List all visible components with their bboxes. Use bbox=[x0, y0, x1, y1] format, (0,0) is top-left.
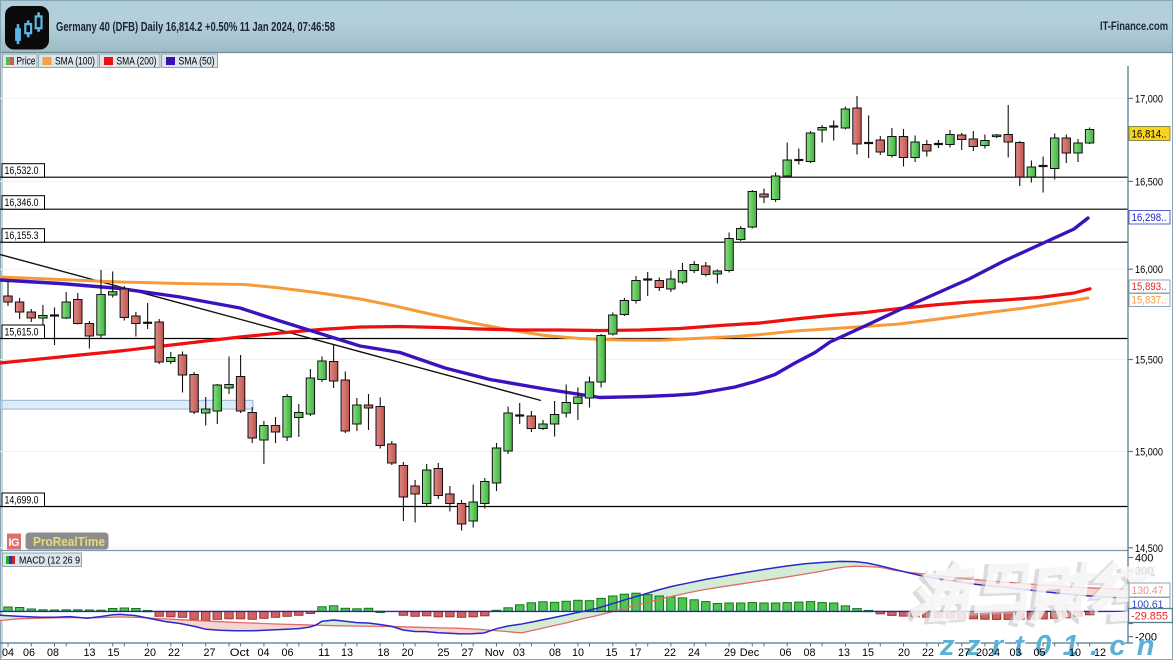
svg-text:20: 20 bbox=[402, 647, 414, 659]
svg-text:12: 12 bbox=[1094, 647, 1106, 659]
svg-text:16,155.3: 16,155.3 bbox=[5, 230, 39, 242]
svg-text:15,615.0: 15,615.0 bbox=[5, 327, 39, 339]
svg-text:-200: -200 bbox=[1135, 632, 1157, 644]
svg-text:08: 08 bbox=[804, 647, 816, 659]
svg-text:20: 20 bbox=[144, 647, 156, 659]
svg-text:16,346.0: 16,346.0 bbox=[5, 197, 39, 209]
svg-text:Price: Price bbox=[17, 56, 36, 68]
svg-text:2024: 2024 bbox=[976, 647, 1000, 659]
svg-text:100.61: 100.61 bbox=[1132, 599, 1164, 611]
svg-text:27: 27 bbox=[958, 647, 970, 659]
svg-text:18: 18 bbox=[378, 647, 390, 659]
svg-text:zzrt01.cn: zzrt01.cn bbox=[940, 631, 1167, 660]
svg-text:04: 04 bbox=[2, 647, 14, 659]
svg-text:06: 06 bbox=[282, 647, 294, 659]
svg-text:22: 22 bbox=[922, 647, 934, 659]
svg-text:14,699.0: 14,699.0 bbox=[5, 495, 39, 507]
svg-text:-29.855: -29.855 bbox=[1131, 611, 1168, 623]
svg-text:16,298..: 16,298.. bbox=[1132, 212, 1167, 224]
svg-text:15: 15 bbox=[606, 647, 618, 659]
svg-text:14,500: 14,500 bbox=[1135, 543, 1163, 555]
svg-text:16,532.0: 16,532.0 bbox=[5, 165, 39, 177]
svg-text:22: 22 bbox=[168, 647, 180, 659]
svg-text:Nov: Nov bbox=[485, 647, 505, 659]
svg-text:400: 400 bbox=[1135, 553, 1153, 565]
svg-text:15,000: 15,000 bbox=[1135, 447, 1163, 459]
svg-text:13: 13 bbox=[838, 647, 850, 659]
svg-text:29: 29 bbox=[724, 647, 736, 659]
svg-text:15,837..: 15,837.. bbox=[1132, 294, 1167, 306]
svg-text:15,500: 15,500 bbox=[1135, 355, 1163, 367]
svg-text:15,893..: 15,893.. bbox=[1132, 281, 1167, 293]
svg-text:Oct: Oct bbox=[230, 647, 250, 659]
svg-text:SMA (50): SMA (50) bbox=[179, 56, 215, 68]
svg-text:17: 17 bbox=[630, 647, 642, 659]
svg-text:130.47: 130.47 bbox=[1132, 585, 1164, 597]
svg-text:16,814..: 16,814.. bbox=[1132, 128, 1167, 140]
svg-text:03: 03 bbox=[513, 647, 525, 659]
svg-text:ProRealTime: ProRealTime bbox=[33, 534, 105, 549]
svg-text:20: 20 bbox=[898, 647, 910, 659]
svg-text:27: 27 bbox=[204, 647, 216, 659]
svg-text:10: 10 bbox=[1069, 647, 1081, 659]
svg-text:27: 27 bbox=[462, 647, 474, 659]
svg-text:16,500: 16,500 bbox=[1135, 176, 1163, 188]
svg-text:08: 08 bbox=[549, 647, 561, 659]
svg-text:10: 10 bbox=[572, 647, 584, 659]
svg-text:15: 15 bbox=[862, 647, 874, 659]
svg-text:Germany 40 (DFB) Daily 16,814.: Germany 40 (DFB) Daily 16,814.2 +0.50% 1… bbox=[56, 19, 335, 34]
svg-text:SMA (100): SMA (100) bbox=[55, 56, 95, 68]
svg-text:SMA (200): SMA (200) bbox=[117, 56, 157, 68]
svg-text:MACD (12 26 9: MACD (12 26 9 bbox=[19, 555, 80, 567]
svg-text:25: 25 bbox=[438, 647, 450, 659]
svg-text:24: 24 bbox=[688, 647, 700, 659]
svg-text:11: 11 bbox=[318, 647, 330, 659]
svg-text:IG: IG bbox=[9, 537, 20, 549]
svg-text:IT-Finance.com: IT-Finance.com bbox=[1100, 19, 1168, 33]
svg-text:16,000: 16,000 bbox=[1135, 264, 1163, 276]
svg-text:08: 08 bbox=[47, 647, 59, 659]
svg-text:zzrt01.cn: zzrt01.cn bbox=[939, 630, 1166, 660]
svg-text:04: 04 bbox=[258, 647, 270, 659]
svg-text:05: 05 bbox=[1034, 647, 1046, 659]
svg-text:15: 15 bbox=[108, 647, 120, 659]
svg-text:06: 06 bbox=[23, 647, 35, 659]
svg-text:13: 13 bbox=[341, 647, 353, 659]
svg-text:03: 03 bbox=[1010, 647, 1022, 659]
svg-text:13: 13 bbox=[84, 647, 96, 659]
svg-text:06: 06 bbox=[780, 647, 792, 659]
svg-text:Dec: Dec bbox=[740, 647, 760, 659]
svg-text:22: 22 bbox=[664, 647, 676, 659]
svg-text:17,000: 17,000 bbox=[1135, 93, 1163, 105]
